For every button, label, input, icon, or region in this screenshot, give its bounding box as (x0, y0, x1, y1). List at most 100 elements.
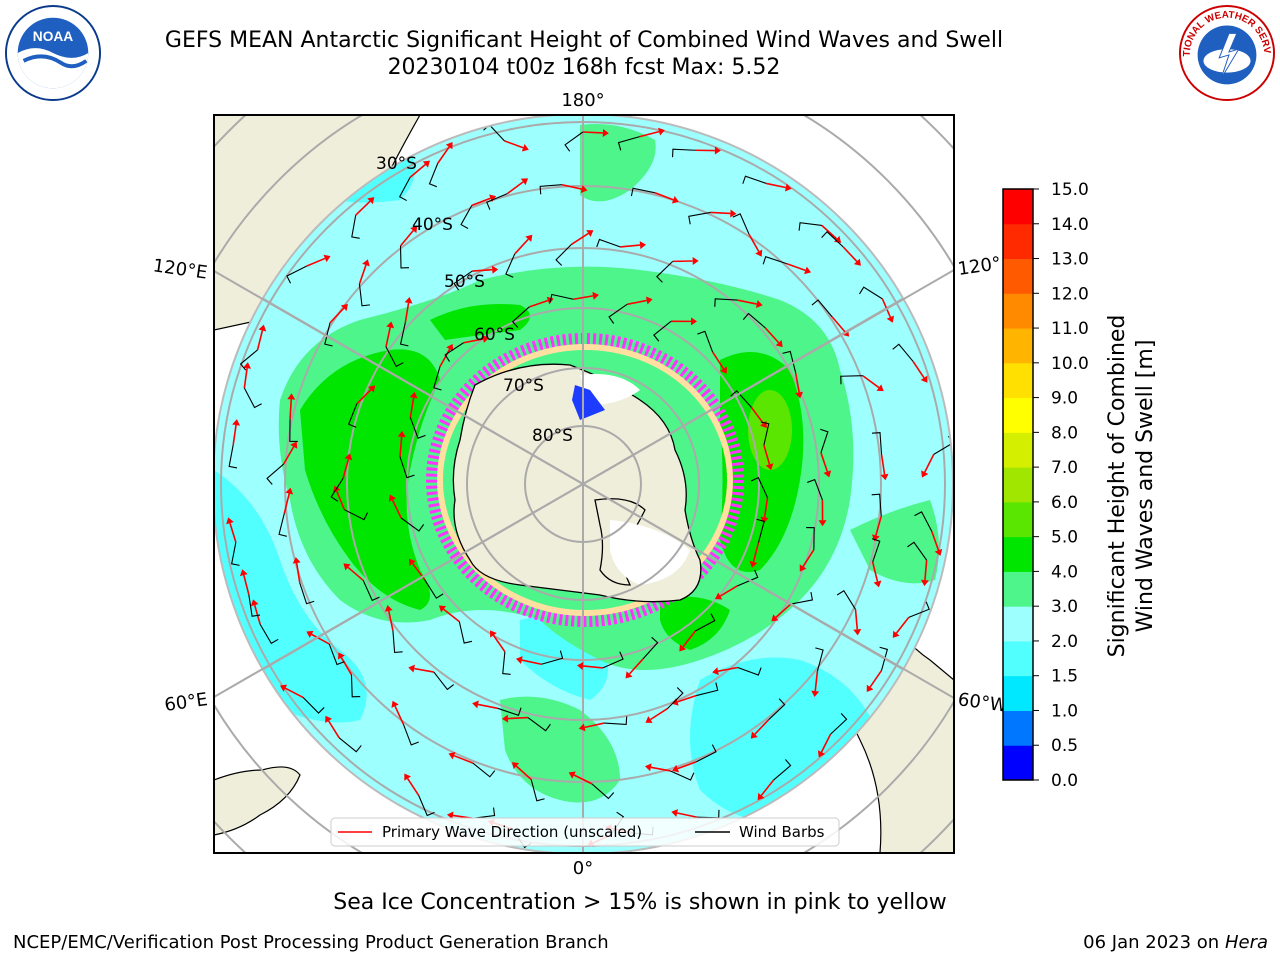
wave-direction-arrow (676, 812, 697, 818)
wind-barb (486, 193, 508, 210)
wave-direction-arrow (931, 531, 940, 551)
wind-barb (697, 330, 714, 353)
lat-label-80s: 80°S (532, 426, 573, 446)
wind-barb (409, 417, 426, 439)
wave-direction-arrowhead (367, 197, 375, 205)
colorbar-segment (1003, 467, 1033, 503)
wave-direction-arrow (243, 368, 248, 389)
wind-barb (399, 245, 410, 269)
wave-direction-arrow (677, 760, 697, 770)
wind-barbs (228, 124, 953, 849)
wave-direction-arrowhead (306, 630, 314, 638)
wind-barb (248, 594, 261, 617)
wave-direction-arrowhead (490, 630, 497, 638)
wave-direction-arrowhead (765, 463, 774, 471)
wave-direction-arrowhead (795, 391, 804, 399)
footer-date-text: 06 Jan 2023 on (1083, 932, 1225, 953)
wave-direction-arrow (763, 497, 769, 518)
wind-barb (385, 346, 404, 368)
wave-direction-arrowhead (343, 563, 351, 571)
wind-barb (737, 569, 759, 587)
wind-barb (815, 647, 824, 672)
wave-direction-arrowhead (811, 690, 820, 698)
wave-direction-arrow (711, 351, 725, 370)
wave-direction-arrow (766, 182, 786, 189)
wave-direction-arrowhead (645, 296, 653, 305)
wave-direction-arrow (875, 515, 883, 536)
wave-direction-arrowhead (410, 225, 418, 234)
wave-direction-arrow (654, 191, 674, 201)
wave-direction-arrowhead (817, 750, 826, 758)
wave-direction-arrowhead (340, 303, 348, 311)
legend-wind-barbs: Wind Barbs (739, 823, 825, 841)
wind-barb (732, 213, 750, 235)
wave-direction-arrow (385, 327, 391, 348)
wind-barb (453, 270, 473, 291)
wave-direction-arrow (295, 562, 301, 583)
wave-direction-arrow (802, 549, 815, 567)
wave-direction-arrow (514, 238, 529, 255)
wind-barb (630, 187, 655, 197)
wave-direction-arrowhead (404, 773, 411, 781)
wave-direction-arrow (243, 574, 250, 595)
wave-direction-arrowhead (325, 715, 332, 723)
wave-direction-arrow (437, 146, 450, 164)
wind-barb (266, 463, 285, 485)
wind-barb (497, 707, 522, 717)
wave-direction-arrowhead (445, 142, 453, 150)
wind-barb (541, 650, 564, 665)
lat-label-40s: 40°S (412, 215, 453, 235)
map-frame (213, 114, 955, 854)
wave-direction-arrow (831, 316, 846, 333)
wind-barb (502, 651, 511, 675)
wind-barb (472, 762, 496, 778)
wave-direction-arrowhead (489, 194, 497, 203)
wind-barb (358, 283, 371, 307)
wave-direction-arrow (504, 140, 524, 149)
wave-direction-arrowhead (886, 315, 895, 323)
wind-barb (350, 674, 361, 698)
colorbar-tick-label: 0.5 (1051, 736, 1078, 756)
wind-barb (821, 231, 844, 248)
wave-direction-arrowhead (422, 160, 430, 168)
wind-barb (338, 737, 362, 753)
wave-direction-arrowhead (472, 700, 479, 709)
colorbar: 0.0 0.5 1.0 1.5 2.0 3.0 4.0 5.0 6.0 7.0 8.0 9.0 10.0… (1002, 180, 1089, 791)
wave-direction-arrow (582, 665, 603, 669)
wave-direction-arrow (626, 299, 647, 306)
wave-direction-arrow (814, 671, 819, 692)
colorbar-tick-label: 6.0 (1051, 493, 1078, 513)
wave-direction-arrowhead (501, 714, 509, 723)
colorbar-tick-label: 15.0 (1051, 180, 1089, 200)
wave-direction-arrow (387, 610, 394, 631)
wave-direction-arrow (719, 585, 738, 597)
wave-direction-arrowhead (853, 628, 862, 636)
wave-direction-arrow (628, 658, 644, 675)
lon-label-180: 180° (561, 90, 604, 111)
wind-barb (511, 306, 530, 328)
lat-label-50s: 50°S (444, 272, 485, 292)
colorbar-tick-label: 9.0 (1051, 389, 1078, 409)
wave-direction-arrowhead (446, 811, 454, 820)
wave-direction-arrow (682, 630, 696, 648)
wave-direction-arrowhead (714, 146, 721, 155)
colorbar-segment (1003, 432, 1033, 468)
wave-direction-arrowhead (368, 385, 376, 393)
wave-direction-arrow (515, 765, 532, 781)
wind-barb (656, 260, 674, 283)
colorbar-tick-label: 13.0 (1051, 250, 1089, 270)
wave-direction-arrow (895, 616, 910, 634)
wave-direction-arrowhead (760, 516, 769, 524)
wave-direction-arrow (775, 603, 792, 618)
wind-barb (328, 643, 345, 666)
wind-barb (695, 613, 716, 632)
wind-barb (840, 375, 863, 385)
wave-direction-arrowhead (671, 195, 679, 204)
colorbar-segment (1003, 328, 1033, 364)
lon-label-60e: 60°E (163, 689, 209, 716)
wind-barb (228, 444, 238, 469)
wind-barb (402, 724, 419, 746)
wave-direction-arrow (584, 722, 605, 729)
sea-ice-ring (426, 333, 744, 627)
wave-direction-arrow (336, 490, 346, 510)
